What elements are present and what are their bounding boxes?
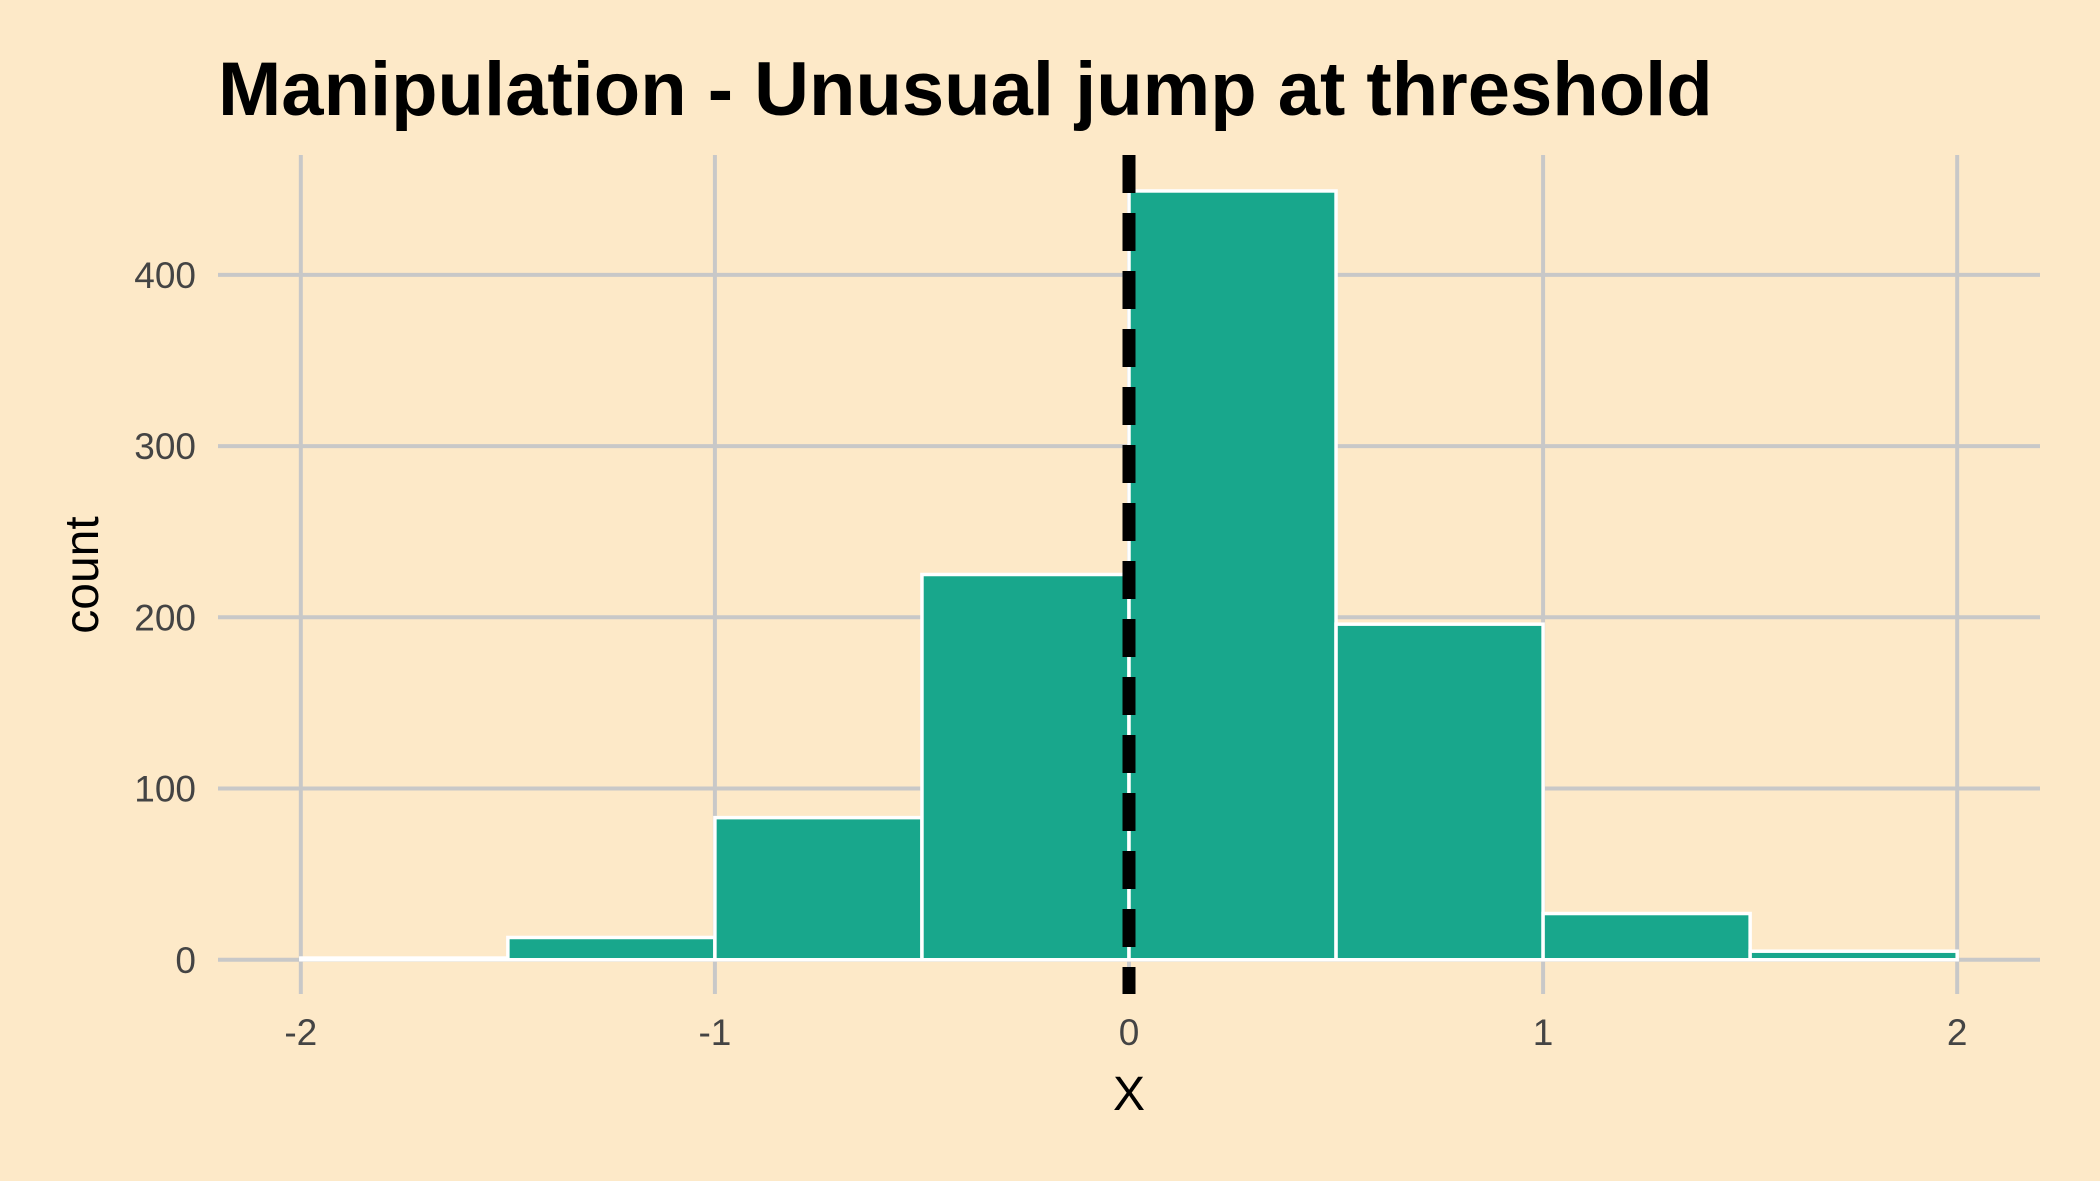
- bar-layer: [299, 189, 1959, 962]
- histogram-bar-6: [1541, 911, 1752, 962]
- x-tick-label-3: 1: [1533, 1012, 1554, 1053]
- histogram-bar-4: [1127, 189, 1338, 962]
- histogram-bar-1: [506, 935, 717, 962]
- x-tick-label-0: -2: [284, 1012, 317, 1053]
- x-tick-label-2: 0: [1119, 1012, 1140, 1053]
- y-tick-label-2: 200: [134, 597, 196, 638]
- x-tick-label-4: 2: [1947, 1012, 1968, 1053]
- histogram-bar-0: [299, 956, 510, 962]
- y-tick-label-4: 400: [134, 255, 196, 296]
- histogram-bar-5: [1334, 622, 1545, 962]
- histogram-bar-2: [713, 815, 924, 962]
- x-axis-label: X: [1113, 1068, 1145, 1121]
- y-axis-label: count: [56, 516, 109, 633]
- y-tick-label-0: 0: [175, 940, 196, 981]
- histogram-bar-7: [1748, 949, 1959, 962]
- histogram-bar-3: [920, 572, 1131, 962]
- y-tick-label-1: 100: [134, 769, 196, 810]
- x-tick-label-1: -1: [698, 1012, 731, 1053]
- y-tick-label-3: 300: [134, 426, 196, 467]
- tick-labels: 0 100 200 300 400 -2 -1 0 1 2: [134, 255, 1967, 1053]
- chart-title: Manipulation - Unusual jump at threshold: [218, 47, 1713, 132]
